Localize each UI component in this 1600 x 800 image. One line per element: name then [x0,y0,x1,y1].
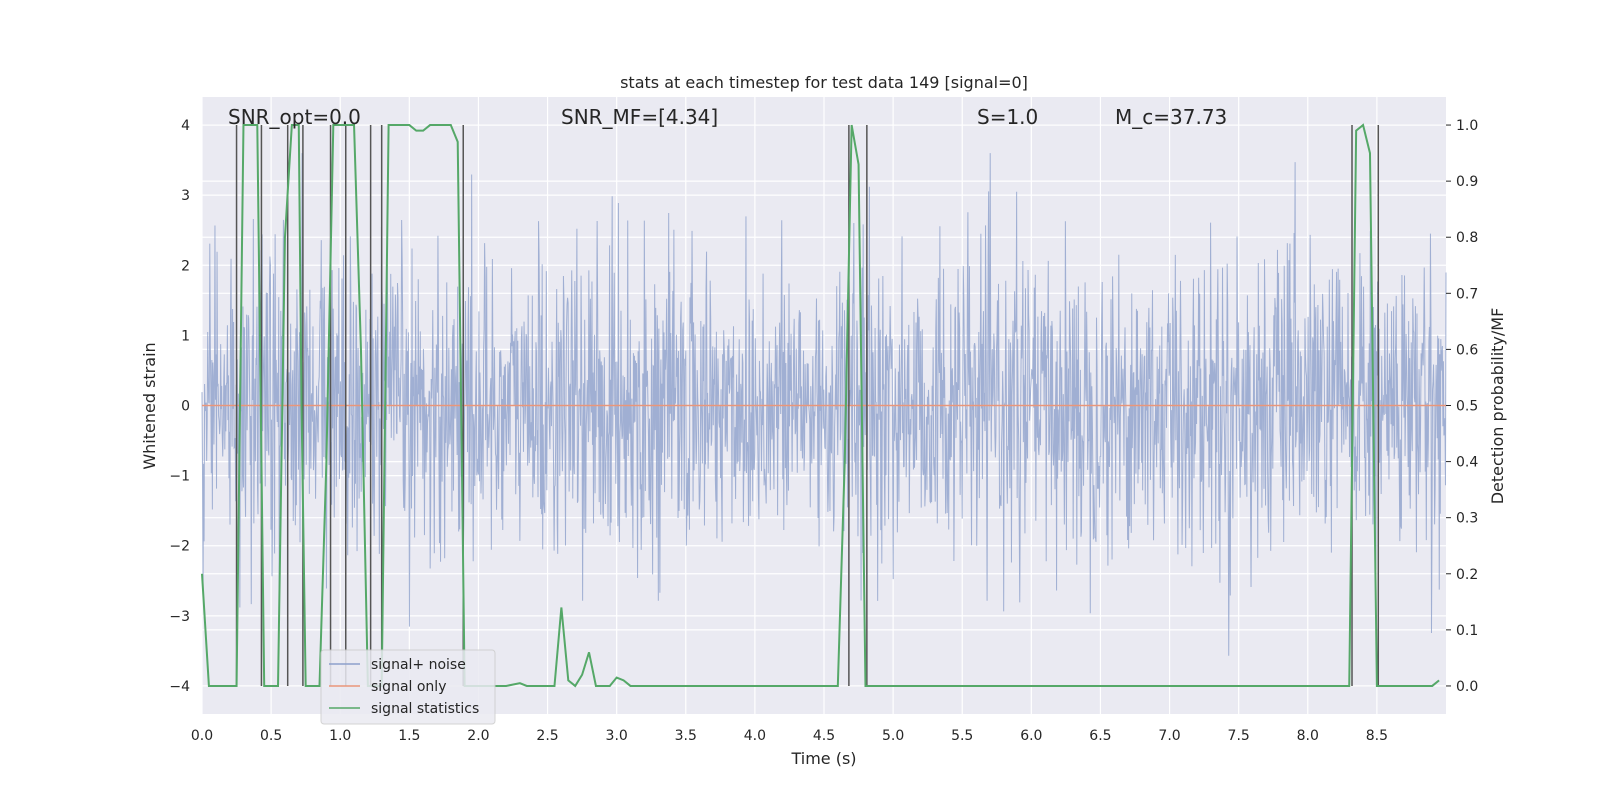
y-tick-label-right: 1.0 [1456,118,1478,134]
y-tick-labels-right: 1.0 0.9 0.8 0.7 0.6 0.5 0.4 0.3 0.2 0.1 0.0 [1446,118,1478,695]
x-tick-label: 8.0 [1297,728,1319,744]
y-tick-label-left: −1 [169,469,190,485]
x-tick-label: 8.5 [1366,728,1388,744]
y-tick-label-right: 0.7 [1456,286,1478,302]
annotation-mc: M_c=37.73 [1115,105,1227,129]
x-tick-label: 7.0 [1158,728,1180,744]
series-path-signal-plus-noise [201,153,1447,656]
x-tick-label: 6.0 [1020,728,1042,744]
y-tick-label-left: −3 [169,609,190,625]
annotation-snr-mf: SNR_MF=[4.34] [561,105,718,129]
y-axis-label-right: Detection probability/MF [1488,308,1507,505]
x-tick-label: 7.5 [1228,728,1250,744]
legend-label-signal-only: signal only [371,679,446,695]
y-tick-label-left: 2 [181,258,190,274]
y-tick-label-left: 1 [181,328,190,344]
legend-label-signal-statistics: signal statistics [371,701,479,717]
x-tick-label: 4.5 [813,728,835,744]
y-tick-labels-left: 4 3 2 1 0 −1 −2 −3 −4 [169,118,190,695]
series-signal-plus-noise [201,153,1447,656]
x-tick-label: 3.5 [675,728,697,744]
legend-label-signal-plus-noise: signal+ noise [371,657,466,673]
series-signal-statistics [201,123,1440,688]
y-tick-label-right: 0.2 [1456,567,1478,583]
x-tick-label: 1.0 [329,728,351,744]
chart-title: stats at each timestep for test data 149… [620,73,1028,92]
x-tick-label: 2.5 [536,728,558,744]
y-tick-label-left: 0 [181,399,190,415]
x-tick-label: 4.0 [744,728,766,744]
y-tick-label-right: 0.1 [1456,623,1478,639]
y-tick-label-right: 0.0 [1456,679,1478,695]
x-tick-label: 0.5 [260,728,282,744]
x-tick-labels: 0.0 0.5 1.0 1.5 2.0 2.5 3.0 3.5 4.0 4.5 5.0 5.5 6.0 6… [191,728,1388,744]
y-tick-label-left: −4 [169,679,190,695]
y-tick-label-left: 3 [181,188,190,204]
x-axis-label: Time (s) [790,749,856,768]
y-tick-label-right: 0.5 [1456,399,1478,415]
x-tick-label: 6.5 [1089,728,1111,744]
x-tick-label: 0.0 [191,728,213,744]
series-path-signal-statistics [201,123,1440,688]
y-tick-label-left: −2 [169,539,190,555]
annotation-s: S=1.0 [977,105,1038,129]
y-tick-label-right: 0.4 [1456,455,1478,471]
legend: signal+ noise signal only signal statist… [320,649,496,725]
y-tick-label-right: 0.6 [1456,342,1478,358]
x-tick-label: 5.5 [951,728,973,744]
y-axis-label-left: Whitened strain [140,342,159,469]
x-tick-label: 2.0 [467,728,489,744]
y-tick-label-right: 0.3 [1456,511,1478,527]
y-tick-label-right: 0.9 [1456,174,1478,190]
y-tick-label-left: 4 [181,118,190,134]
x-tick-label: 3.0 [606,728,628,744]
x-tick-label: 5.0 [882,728,904,744]
y-tick-label-right: 0.8 [1456,230,1478,246]
annotation-snr-opt: SNR_opt=0.0 [228,105,361,129]
x-tick-label: 1.5 [398,728,420,744]
legend-box [320,649,496,725]
